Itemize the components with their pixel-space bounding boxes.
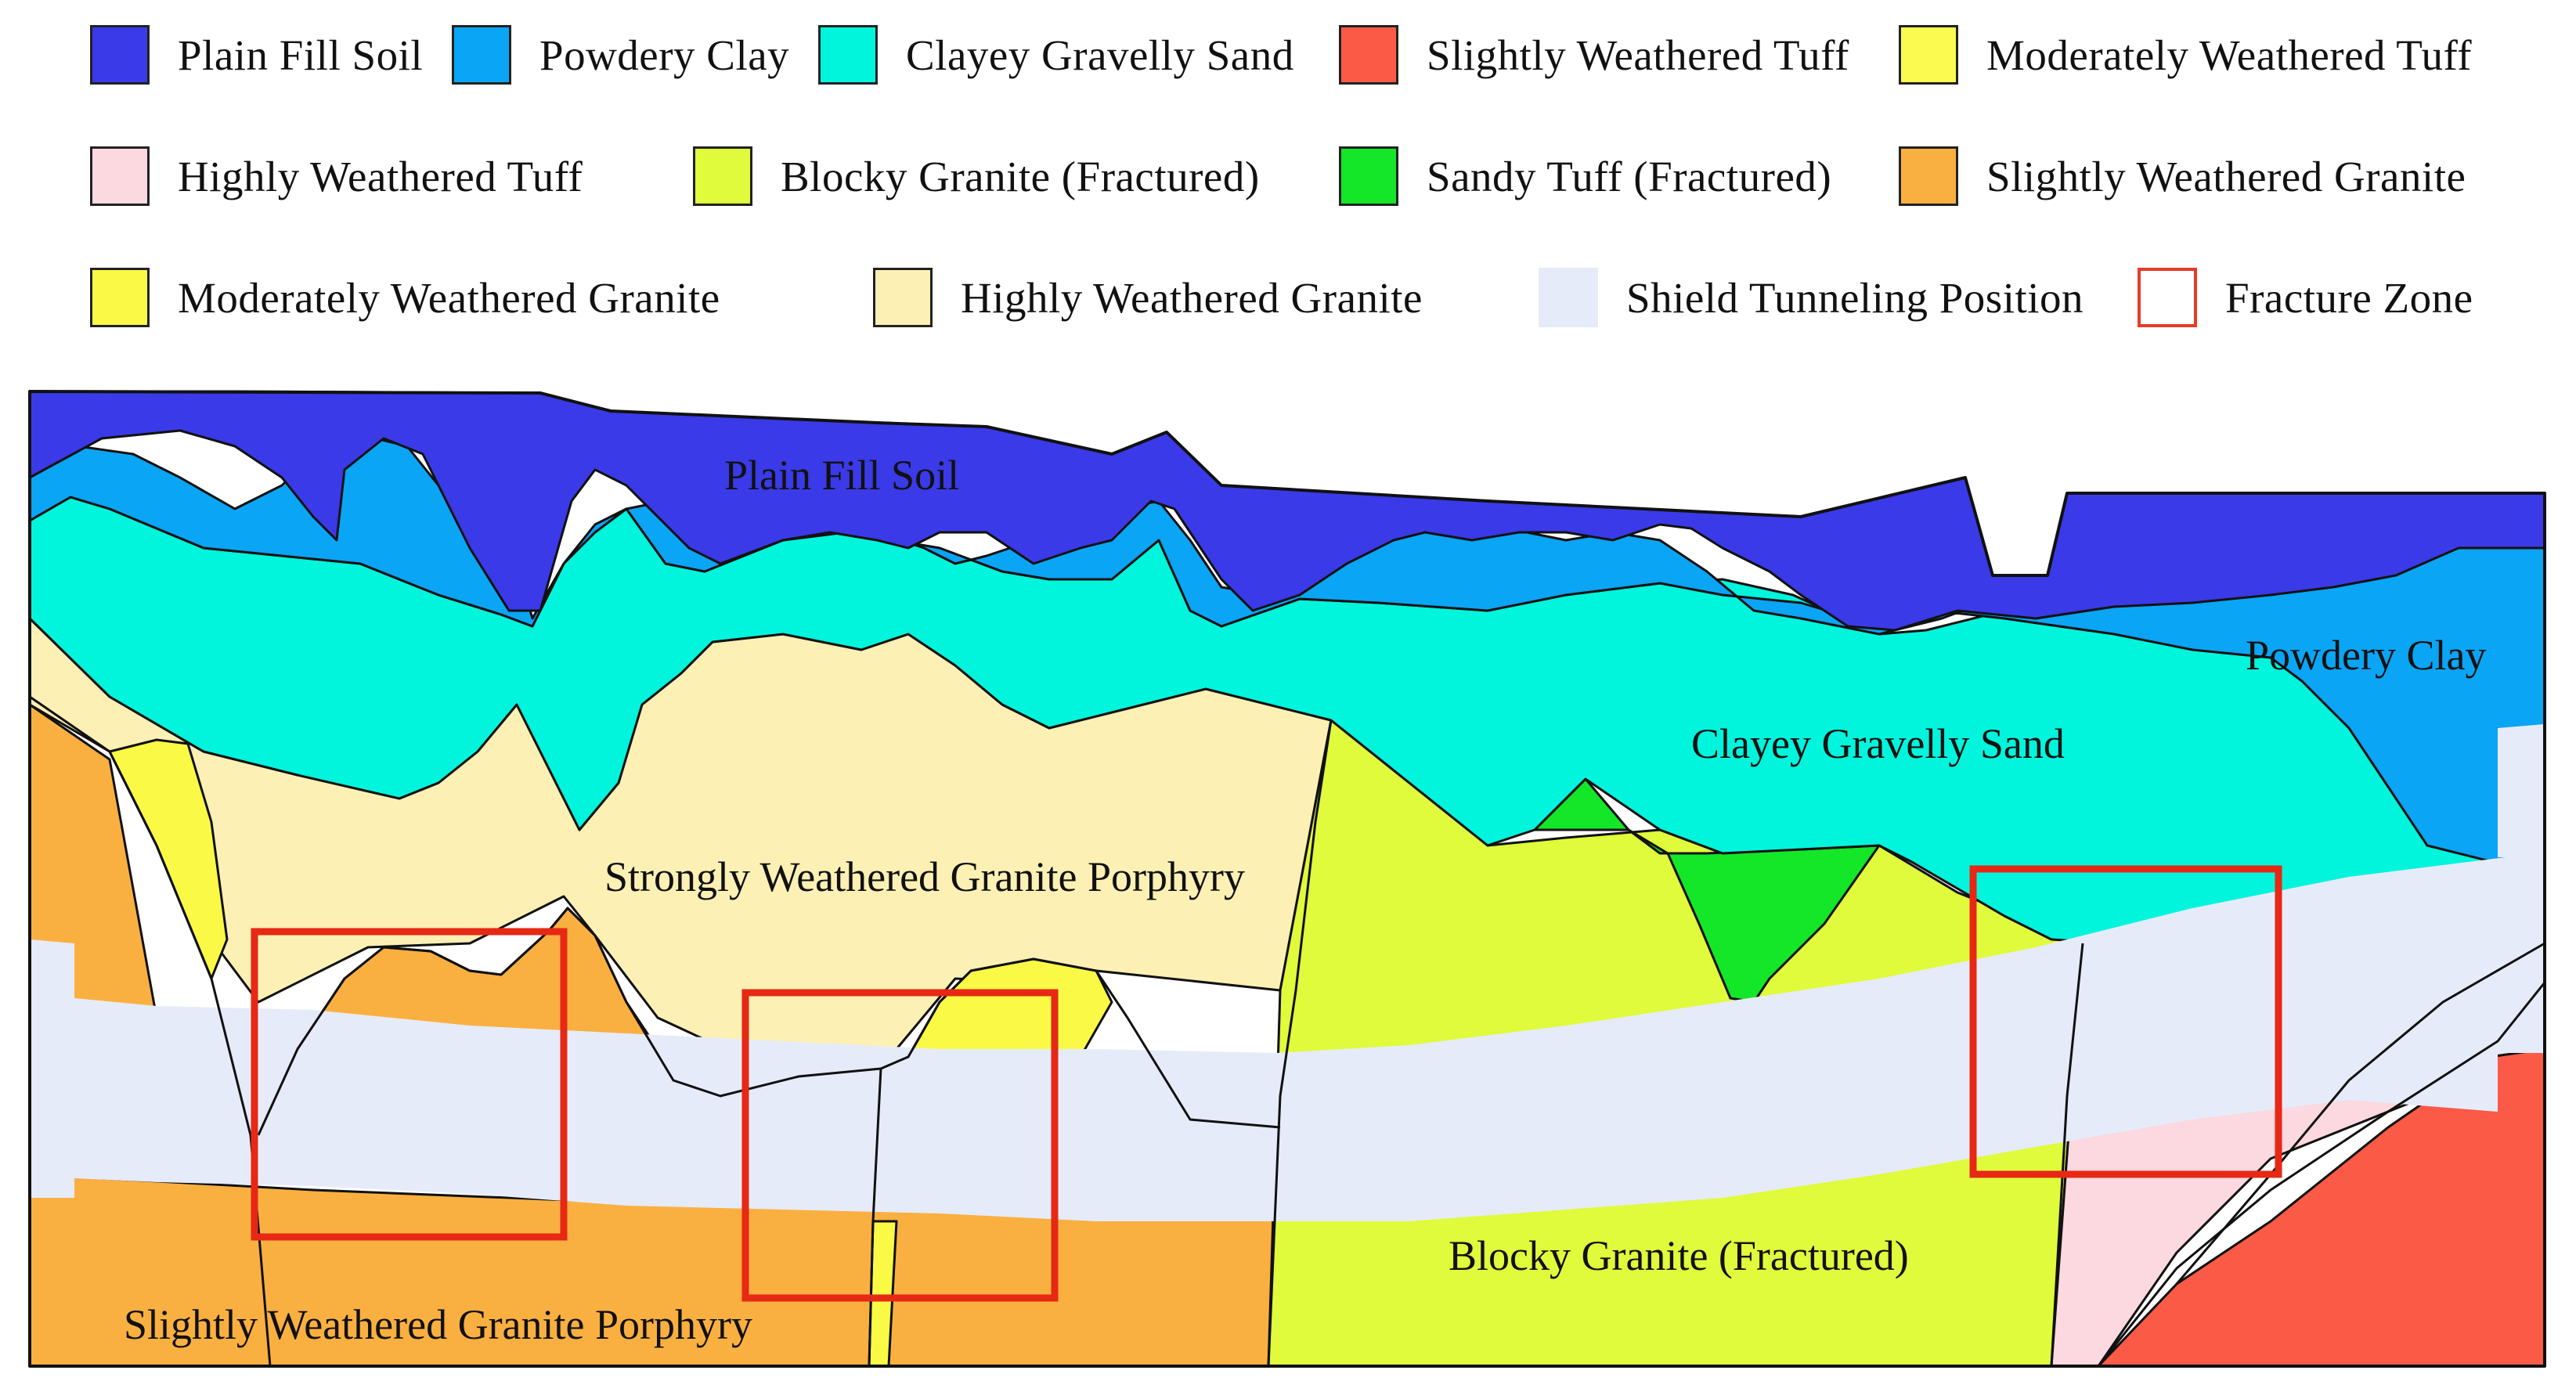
legend-item-moderately-weathered-granite: Moderately Weathered Granite: [90, 266, 720, 329]
label-slightly-weathered-granite-porphyry: Slightly Weathered Granite Porphyry: [124, 1301, 752, 1348]
legend-label: Sandy Tuff (Fractured): [1427, 152, 1832, 200]
fault-line-center: [868, 1068, 882, 1367]
legend-label: Moderately Weathered Granite: [178, 273, 720, 322]
legend-item-slightly-weathered-tuff: Slightly Weathered Tuff: [1339, 23, 1849, 86]
swatch-clayey-gravelly-sand: [818, 25, 878, 85]
sandy-tuff-layer: [1533, 777, 1881, 1004]
legend-label: Powdery Clay: [539, 31, 790, 79]
legend-item-clayey-gravelly-sand: Clayey Gravelly Sand: [818, 23, 1294, 86]
fracture-zone-box-3: [1969, 865, 2282, 1178]
swatch-powdery-clay: [452, 25, 511, 85]
legend-label: Slightly Weathered Granite: [1986, 152, 2466, 200]
legend-label: Fracture Zone: [2225, 273, 2473, 322]
legend-item-fracture-zone: Fracture Zone: [2138, 266, 2473, 329]
fracture-zone-box-2: [741, 989, 1059, 1302]
legend-item-highly-weathered-granite: Highly Weathered Granite: [873, 266, 1423, 329]
legend-label: Clayey Gravelly Sand: [906, 31, 1294, 79]
legend-label: Shield Tunneling Position: [1626, 273, 2084, 322]
legend-item-blocky-granite: Blocky Granite (Fractured): [693, 145, 1260, 207]
fault-line-right: [2050, 943, 2084, 1367]
legend-label: Highly Weathered Tuff: [178, 152, 583, 200]
swatch-highly-weathered-granite: [873, 268, 933, 327]
legend-item-plain-fill-soil: Plain Fill Soil: [90, 23, 423, 86]
swatch-slightly-weathered-granite: [1899, 146, 1958, 206]
swatch-shield-tunneling-position: [1539, 268, 1598, 327]
swatch-plain-fill-soil: [90, 25, 150, 85]
swatch-moderately-weathered-granite: [90, 268, 150, 327]
swatch-highly-weathered-tuff: [90, 146, 150, 206]
legend-item-highly-weathered-tuff: Highly Weathered Tuff: [90, 145, 583, 207]
contact-line-granite-mid: [880, 957, 1281, 1129]
legend: Plain Fill Soil Powdery Clay Clayey Grav…: [0, 0, 2576, 360]
section-outline: [28, 390, 2546, 1368]
legend-label: Plain Fill Soil: [178, 31, 424, 79]
label-clayey-gravelly-sand: Clayey Gravelly Sand: [1691, 720, 2065, 767]
legend-item-sandy-tuff: Sandy Tuff (Fractured): [1339, 145, 1831, 207]
legend-item-powdery-clay: Powdery Clay: [452, 23, 789, 86]
swatch-slightly-weathered-tuff: [1339, 25, 1398, 85]
legend-item-shield-tunneling-position: Shield Tunneling Position: [1539, 266, 2084, 329]
contact-line-right-2: [2175, 942, 2545, 1285]
legend-label: Blocky Granite (Fractured): [781, 152, 1260, 200]
label-blocky-granite: Blocky Granite (Fractured): [1449, 1232, 1909, 1279]
contact-line-right-1: [2097, 982, 2546, 1367]
legend-item-moderately-weathered-tuff: Moderately Weathered Tuff: [1899, 23, 2472, 86]
swatch-blocky-granite: [693, 146, 752, 206]
label-powdery-clay: Powdery Clay: [2246, 632, 2486, 679]
swatch-sandy-tuff: [1339, 146, 1398, 206]
shield-tunneling-position-band: [30, 724, 2545, 1221]
label-strongly-weathered-granite-porphyry: Strongly Weathered Granite Porphyry: [604, 853, 1245, 900]
label-plain-fill-soil: Plain Fill Soil: [724, 452, 959, 499]
fracture-zone-box-1: [251, 928, 568, 1241]
legend-label: Moderately Weathered Tuff: [1986, 31, 2473, 79]
legend-item-slightly-weathered-granite: Slightly Weathered Granite: [1899, 145, 2466, 207]
fault-line-mid: [1267, 719, 1333, 1367]
swatch-fracture-zone: [2138, 268, 2197, 327]
legend-label: Highly Weathered Granite: [961, 273, 1423, 322]
legend-label: Slightly Weathered Tuff: [1427, 31, 1849, 79]
swatch-moderately-weathered-tuff: [1899, 25, 1958, 85]
